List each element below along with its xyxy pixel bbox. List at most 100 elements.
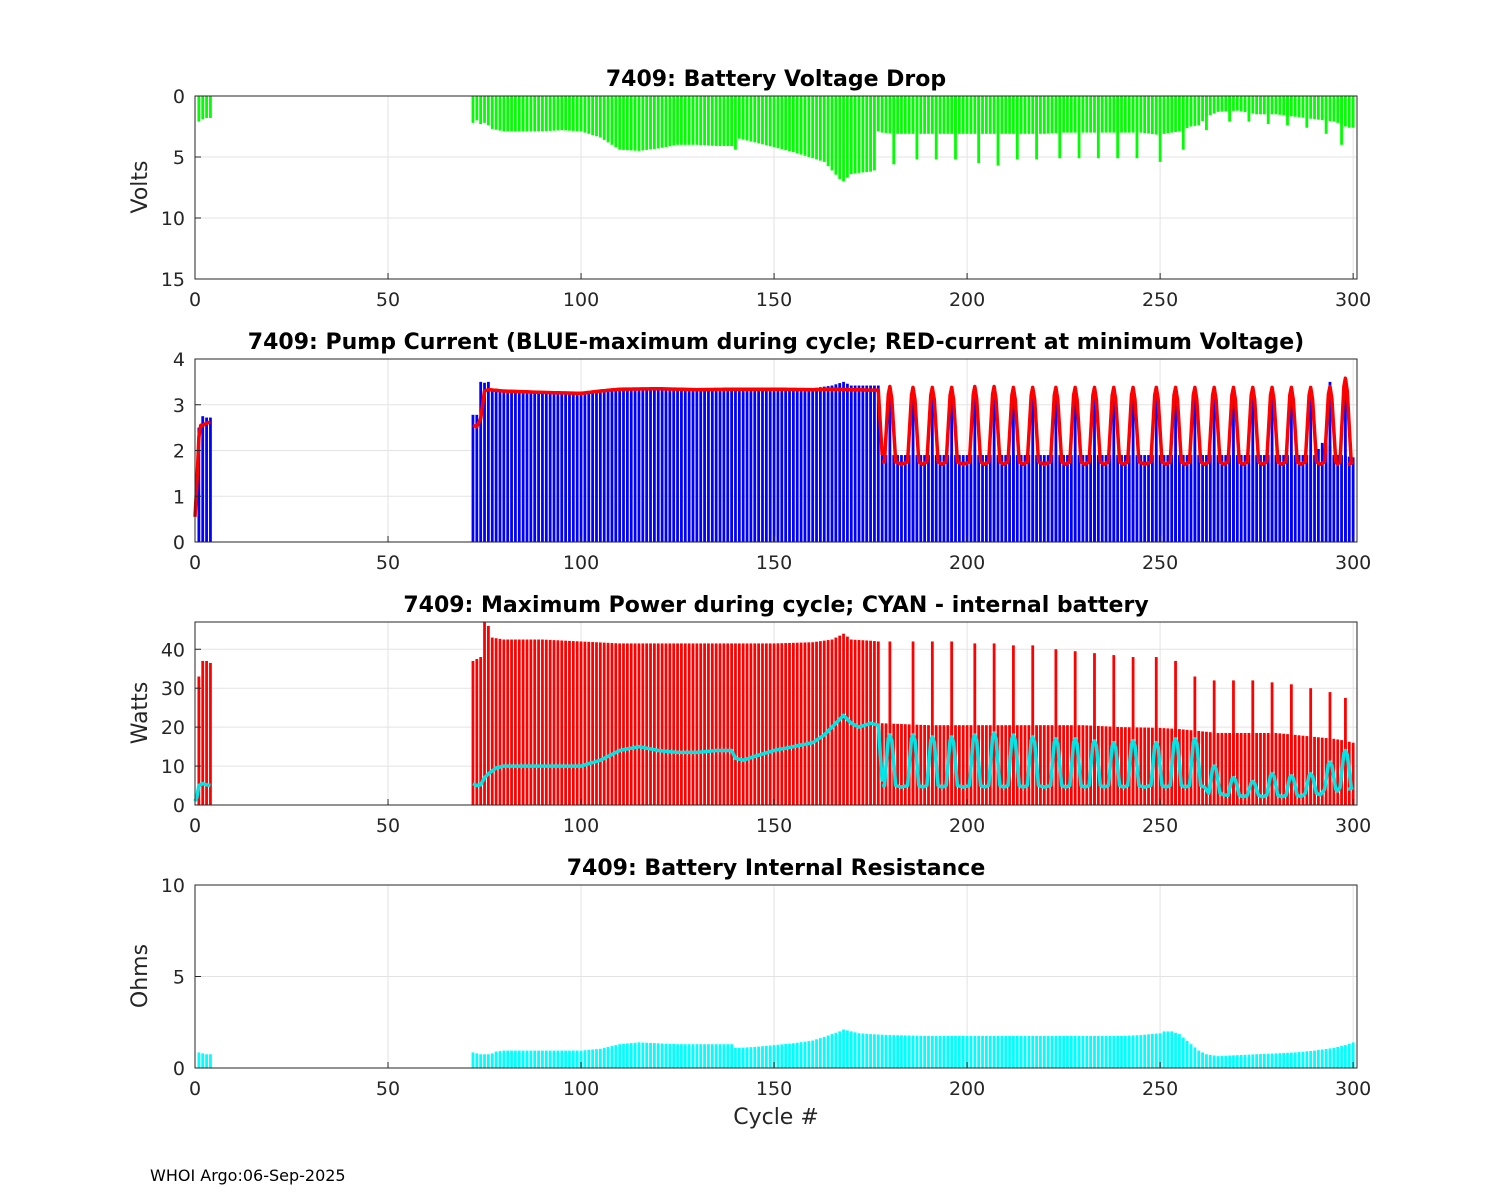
bar-resistance <box>668 1043 672 1068</box>
bar-voltage <box>737 96 741 139</box>
bar-voltage <box>903 96 907 134</box>
bar-resistance <box>776 1044 780 1068</box>
bar-voltage <box>930 96 934 134</box>
bar-resistance <box>1123 1035 1127 1068</box>
bar-resistance <box>641 1042 645 1068</box>
bar-power <box>201 660 205 805</box>
bar-voltage-peak <box>892 96 896 165</box>
bar-voltage <box>209 96 212 118</box>
bar-voltage <box>205 96 208 118</box>
bar-current <box>838 383 842 542</box>
bar-voltage <box>1066 96 1069 133</box>
bar-current <box>680 389 683 542</box>
bar-power <box>745 643 749 805</box>
bar-current <box>1293 455 1297 542</box>
bar-resistance <box>942 1035 946 1068</box>
bar-resistance <box>1262 1053 1266 1068</box>
bar-voltage-peak <box>954 96 957 160</box>
bar-current <box>1317 448 1320 542</box>
bar-voltage <box>1197 96 1201 126</box>
bar-current <box>1123 455 1127 542</box>
bar-voltage <box>707 96 710 146</box>
bar-voltage <box>876 96 880 132</box>
bar-power-peak <box>1309 688 1313 805</box>
bar-resistance <box>1031 1035 1035 1068</box>
bar-power <box>676 643 679 805</box>
bar-current <box>687 389 691 542</box>
bar-resistance <box>1004 1035 1008 1068</box>
bar-current <box>842 381 845 542</box>
bar-current <box>1008 455 1011 542</box>
bar-resistance <box>1185 1040 1189 1068</box>
bar-power <box>1162 728 1166 805</box>
bar-voltage <box>201 96 205 120</box>
chart-title-voltage: 7409: Battery Voltage Drop <box>606 67 946 92</box>
bar-current <box>807 388 811 542</box>
bar-voltage <box>560 96 564 131</box>
bar-current <box>610 390 614 542</box>
bar-voltage <box>826 96 830 167</box>
bar-current <box>1220 455 1224 542</box>
bar-power <box>514 639 517 805</box>
bar-resistance <box>633 1042 637 1068</box>
bar-resistance <box>734 1047 737 1068</box>
bar-power <box>1255 732 1259 805</box>
bar-resistance <box>1278 1053 1282 1068</box>
bar-power <box>900 724 903 805</box>
bar-current <box>1259 455 1262 542</box>
bar-power <box>749 643 753 805</box>
bar-power <box>490 637 494 805</box>
bar-current <box>583 391 587 542</box>
bar-power <box>780 643 784 805</box>
bar-current <box>761 389 764 542</box>
bar-current <box>660 390 664 542</box>
x-tick-label: 100 <box>563 289 599 311</box>
y-ticks-power: 0 10 20 30 40 <box>161 639 201 817</box>
bar-power <box>1042 725 1046 805</box>
bar-voltage <box>487 96 490 126</box>
bar-resistance <box>1019 1035 1023 1068</box>
bar-resistance <box>988 1035 992 1068</box>
y-tick-label: 0 <box>173 532 185 554</box>
bar-current <box>707 389 710 542</box>
bar-power <box>1313 736 1316 805</box>
bar-power <box>1351 742 1355 805</box>
bar-resistance <box>1116 1035 1120 1068</box>
bar-voltage-peak <box>1096 96 1100 159</box>
bar-current <box>1108 455 1112 542</box>
bar-resistance <box>490 1053 494 1068</box>
bar-current <box>819 387 822 542</box>
bar-resistance <box>1320 1049 1324 1068</box>
bar-voltage <box>614 96 618 148</box>
bar-current <box>1062 455 1065 542</box>
bar-power <box>680 643 683 805</box>
x-axis-label-resistance: Cycle # <box>733 1105 819 1130</box>
bar-current <box>1235 455 1239 542</box>
bar-power <box>730 643 733 805</box>
bar-power <box>811 642 815 805</box>
bar-current <box>884 455 888 542</box>
y-tick-label: 15 <box>161 269 185 291</box>
bar-voltage <box>1050 96 1054 134</box>
bar-resistance <box>502 1050 506 1068</box>
bar-power <box>1066 725 1069 805</box>
bar-voltage <box>888 96 892 134</box>
bar-resistance <box>799 1042 803 1068</box>
bar-power <box>1147 727 1150 805</box>
bar-power <box>656 643 660 805</box>
bar-power <box>209 662 212 805</box>
bar-current <box>487 381 490 542</box>
bar-resistance <box>560 1050 564 1068</box>
bar-power <box>1235 732 1239 805</box>
bar-power <box>784 643 788 805</box>
bar-power <box>1286 734 1289 805</box>
bar-voltage <box>641 96 645 151</box>
bar-power <box>633 643 637 805</box>
bar-resistance <box>656 1043 660 1068</box>
bar-current <box>598 391 602 542</box>
bar-power <box>764 643 768 805</box>
bar-power <box>645 643 649 805</box>
bar-resistance <box>544 1050 548 1068</box>
bar-current <box>1058 455 1062 542</box>
